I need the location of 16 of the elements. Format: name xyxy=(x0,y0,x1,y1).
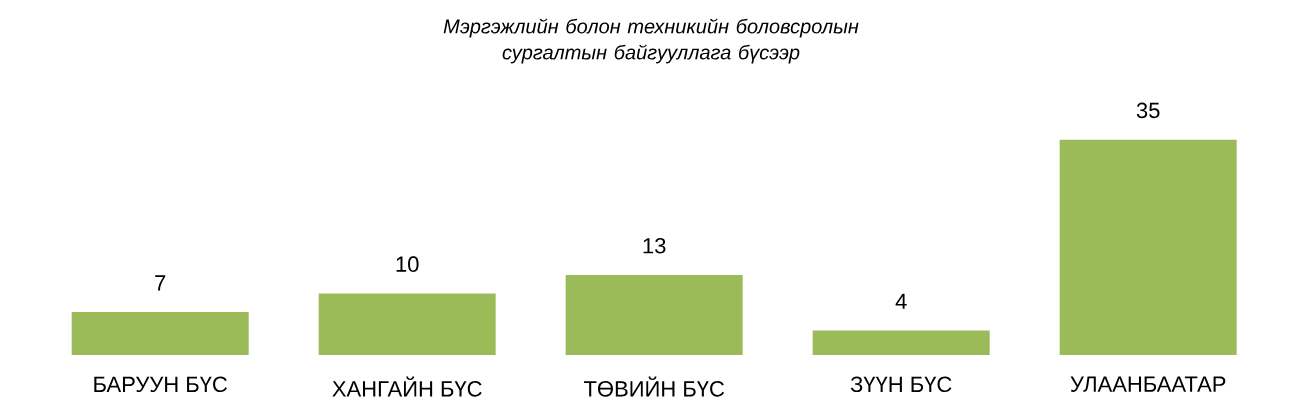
chart-title: Мэргэжлийн болон техникийн боловсролын сургалтын байгууллага бүсээр xyxy=(443,18,859,64)
data-label: 4 xyxy=(895,293,907,309)
data-label: 7 xyxy=(155,275,166,291)
bar xyxy=(318,293,496,355)
x-tick-label: ТӨВИЙН БҮС xyxy=(583,376,725,397)
data-label: 13 xyxy=(643,237,666,254)
bar xyxy=(1059,139,1237,355)
x-tick-label: БАРУУН БҮС xyxy=(94,376,227,393)
x-tick-label: ХАНГАЙН БҮС xyxy=(332,376,482,397)
bar xyxy=(71,311,249,355)
data-label: 10 xyxy=(396,256,419,272)
bar xyxy=(812,330,990,355)
data-label: 35 xyxy=(1136,102,1160,119)
bar xyxy=(565,275,743,355)
x-tick-label: ЗҮҮН БҮС xyxy=(850,376,952,393)
x-tick-label: УЛААНБААТАР xyxy=(1070,376,1226,392)
